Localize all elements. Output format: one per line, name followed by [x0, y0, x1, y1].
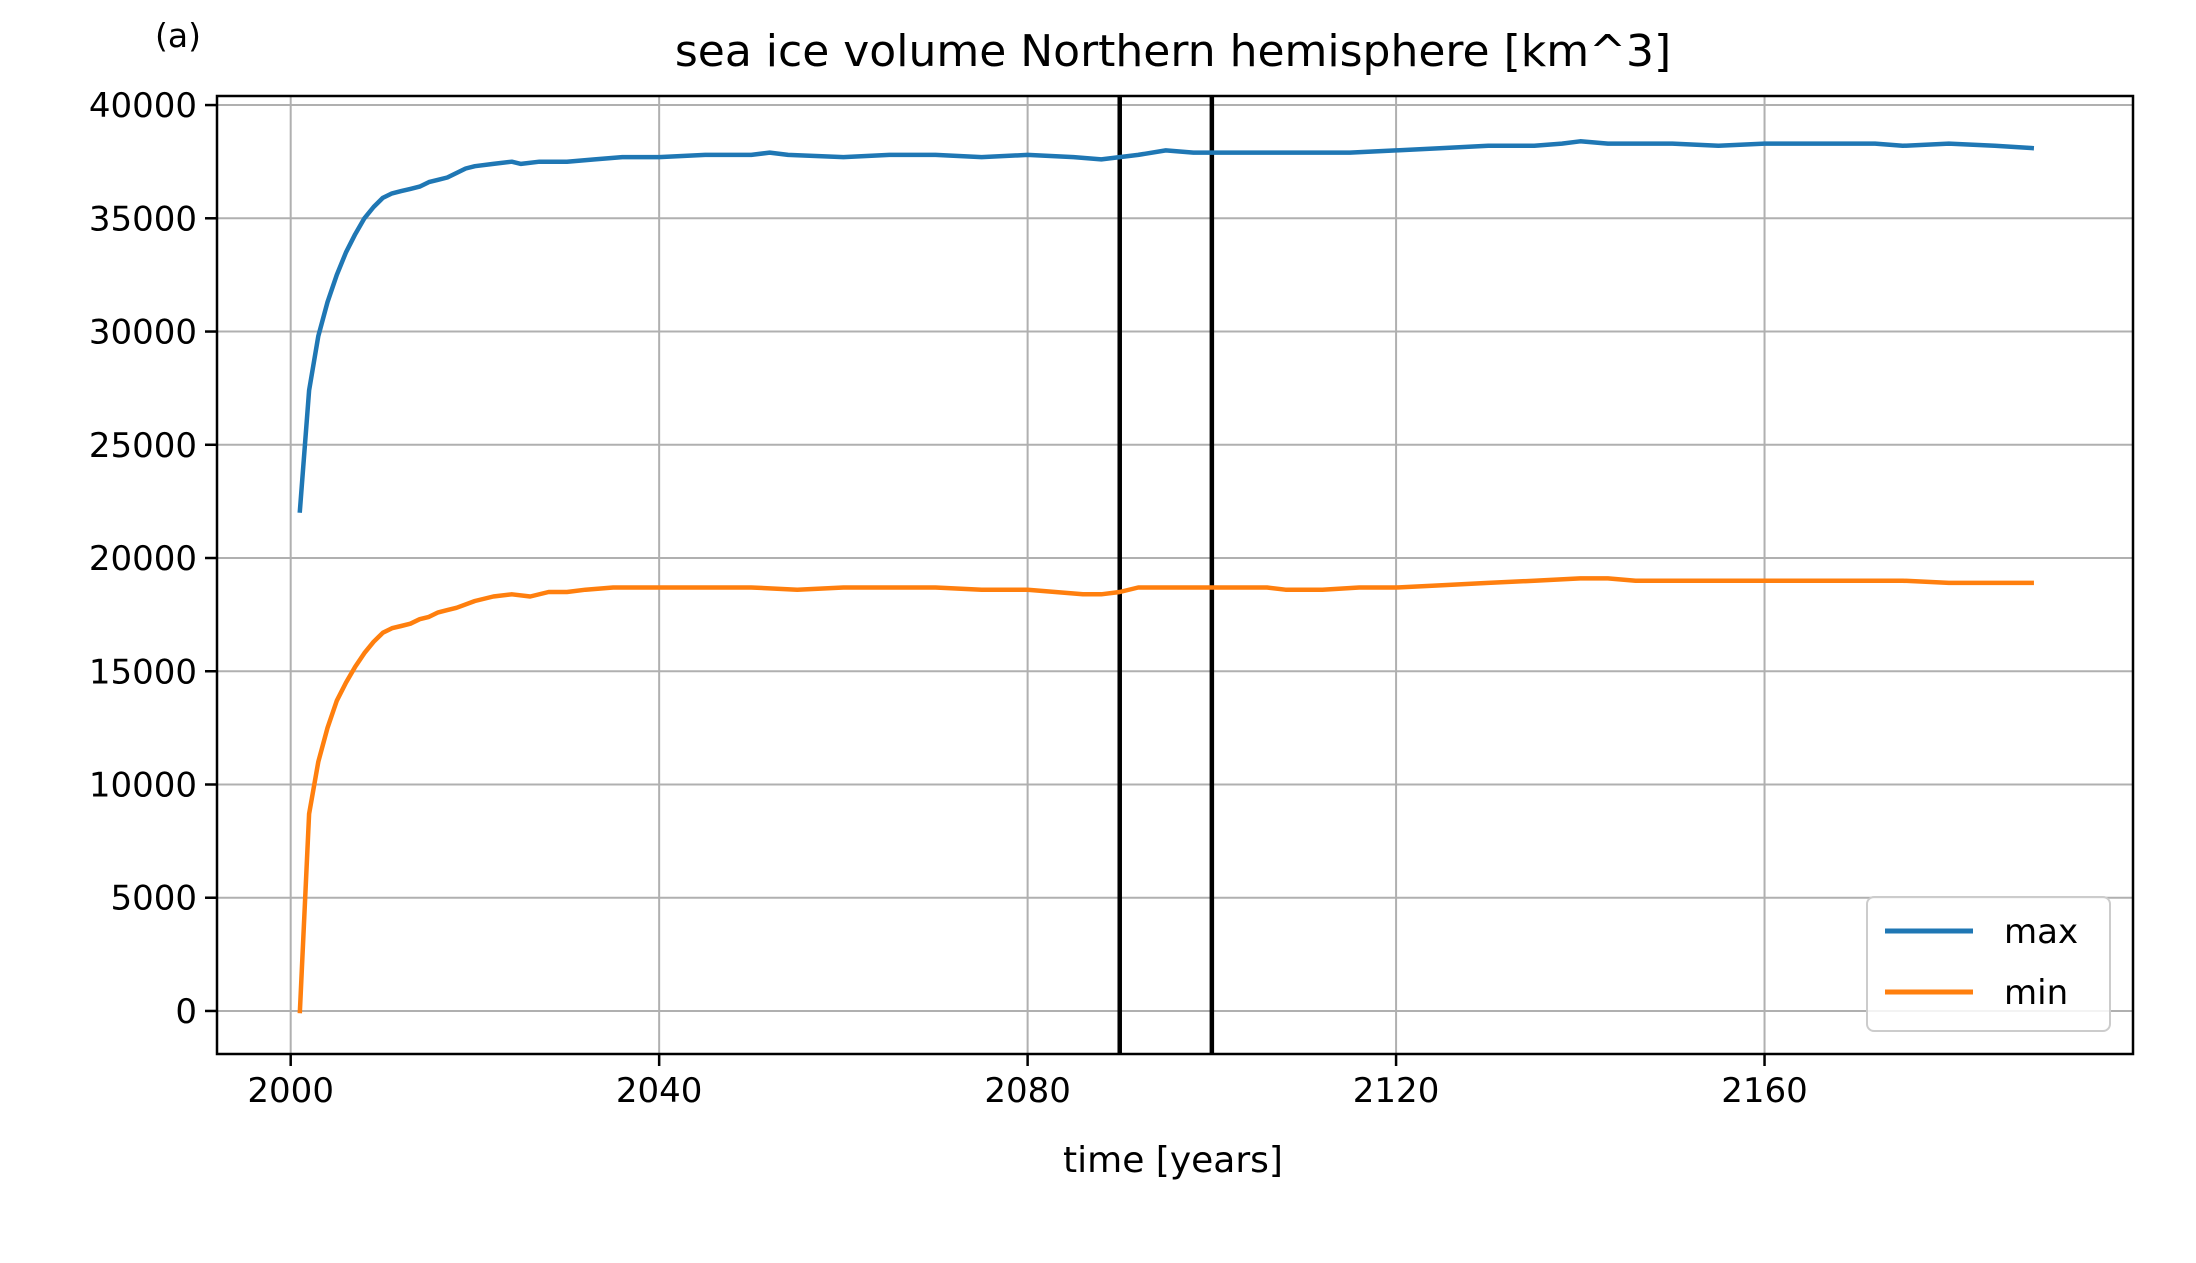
y-tick-label-25000: 25000	[89, 426, 197, 466]
x-tick-label-2000: 2000	[247, 1071, 334, 1111]
y-tick-label-10000: 10000	[89, 765, 197, 805]
y-tick-label-40000: 40000	[89, 86, 197, 126]
grid-lines	[217, 96, 2133, 1054]
series-line-max	[297, 139, 2035, 513]
y-tick-label-20000: 20000	[89, 539, 197, 579]
series-line-min	[297, 576, 2034, 1014]
y-tick-label-5000: 5000	[110, 879, 197, 919]
x-axis-label: time [years]	[1063, 1140, 1283, 1181]
reference-lines	[1117, 96, 1215, 1054]
x-tick-label-2040: 2040	[616, 1071, 703, 1111]
y-tick-label-35000: 35000	[89, 199, 197, 239]
y-tick-label-15000: 15000	[89, 652, 197, 692]
x-tick-label-2080: 2080	[984, 1071, 1071, 1111]
legend: max min	[1866, 896, 2111, 1032]
axis-ticks: 2000 2040 2080 2120 2160 0 5000 10000 15000 20000…	[89, 86, 1808, 1111]
x-tick-label-2120: 2120	[1353, 1071, 1440, 1111]
plot-series	[297, 139, 2035, 1014]
chart-title: sea ice volume Northern hemisphere [km^3…	[675, 26, 1671, 77]
y-tick-label-30000: 30000	[89, 313, 197, 353]
legend-label-max: max	[2004, 912, 2078, 952]
legend-label-min: min	[2004, 973, 2068, 1013]
plot-area-frame	[215, 94, 2135, 1056]
panel-label: (a)	[155, 16, 201, 55]
y-tick-label-0: 0	[175, 992, 197, 1032]
x-tick-label-2160: 2160	[1721, 1071, 1808, 1111]
